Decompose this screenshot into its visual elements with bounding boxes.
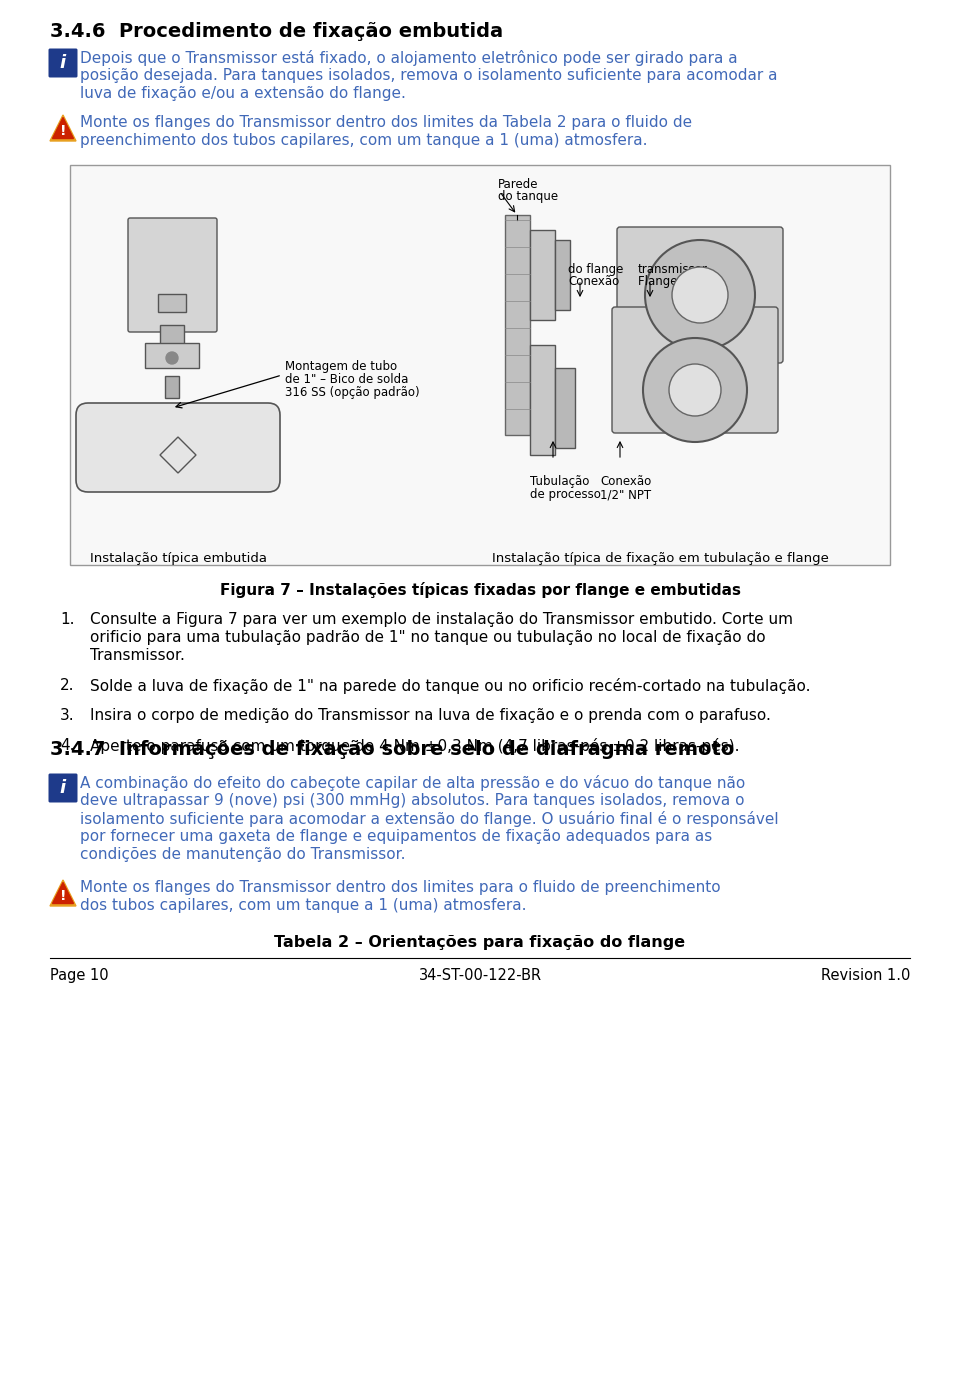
Text: Figura 7 – Instalações típicas fixadas por flange e embutidas: Figura 7 – Instalações típicas fixadas p… <box>220 581 740 598</box>
Text: 1.: 1. <box>60 612 75 627</box>
Text: Instalação típica embutida: Instalação típica embutida <box>89 552 267 565</box>
FancyBboxPatch shape <box>555 240 570 309</box>
Text: Montagem de tubo: Montagem de tubo <box>285 360 397 373</box>
Text: !: ! <box>60 124 66 138</box>
Text: transmissor: transmissor <box>638 262 708 276</box>
Text: i: i <box>60 779 66 797</box>
Text: posição desejada. Para tanques isolados, remova o isolamento suficiente para aco: posição desejada. Para tanques isolados,… <box>80 68 778 83</box>
Text: Monte os flanges do Transmissor dentro dos limites para o fluido de preenchiment: Monte os flanges do Transmissor dentro d… <box>80 880 721 895</box>
FancyBboxPatch shape <box>612 307 778 434</box>
Circle shape <box>643 338 747 442</box>
FancyBboxPatch shape <box>128 218 217 331</box>
Text: 3.4.7  Informações de fixação sobre selo de diafragma remoto: 3.4.7 Informações de fixação sobre selo … <box>50 740 734 760</box>
Text: Conexão: Conexão <box>568 275 619 289</box>
Text: Insira o corpo de medição do Transmissor na luva de fixação e o prenda com o par: Insira o corpo de medição do Transmissor… <box>90 708 771 724</box>
Text: Conexão: Conexão <box>600 475 651 487</box>
Polygon shape <box>53 882 74 903</box>
Text: Solde a luva de fixação de 1" na parede do tanque ou no orificio recém-cortado n: Solde a luva de fixação de 1" na parede … <box>90 678 810 695</box>
Text: Page 10: Page 10 <box>50 968 108 983</box>
Text: !: ! <box>60 888 66 903</box>
Text: 3.4.6  Procedimento de fixação embutida: 3.4.6 Procedimento de fixação embutida <box>50 22 503 41</box>
Text: i: i <box>60 54 66 72</box>
FancyBboxPatch shape <box>145 342 199 367</box>
Text: Parede: Parede <box>498 178 539 191</box>
Circle shape <box>672 267 728 323</box>
FancyBboxPatch shape <box>530 231 555 320</box>
Text: por fornecer uma gaxeta de flange e equipamentos de fixação adequados para as: por fornecer uma gaxeta de flange e equi… <box>80 829 712 844</box>
FancyBboxPatch shape <box>617 226 783 363</box>
Text: do flange: do flange <box>568 262 623 276</box>
Text: preenchimento dos tubos capilares, com um tanque a 1 (uma) atmosfera.: preenchimento dos tubos capilares, com u… <box>80 133 647 148</box>
Polygon shape <box>53 117 74 138</box>
Text: Monte os flanges do Transmissor dentro dos limites da Tabela 2 para o fluido de: Monte os flanges do Transmissor dentro d… <box>80 115 692 130</box>
Text: 2.: 2. <box>60 678 75 693</box>
Polygon shape <box>160 436 196 474</box>
Circle shape <box>669 365 721 416</box>
Polygon shape <box>50 115 76 141</box>
Polygon shape <box>50 880 76 906</box>
Text: do tanque: do tanque <box>498 191 558 203</box>
Circle shape <box>166 352 178 365</box>
Text: Consulte a Figura 7 para ver um exemplo de instalação do Transmissor embutido. C: Consulte a Figura 7 para ver um exemplo … <box>90 612 793 627</box>
FancyBboxPatch shape <box>160 325 184 345</box>
Text: Instalação típica de fixação em tubulação e flange: Instalação típica de fixação em tubulaçã… <box>492 552 828 565</box>
Text: Depois que o Transmissor está fixado, o alojamento eletrônico pode ser girado pa: Depois que o Transmissor está fixado, o … <box>80 50 737 66</box>
Text: de processo: de processo <box>530 487 601 501</box>
Text: 1/2" NPT: 1/2" NPT <box>600 487 651 501</box>
Text: Flange do: Flange do <box>638 275 696 289</box>
Text: Tabela 2 – Orientações para fixação do flange: Tabela 2 – Orientações para fixação do f… <box>275 935 685 950</box>
FancyBboxPatch shape <box>49 48 78 77</box>
Text: Tubulação: Tubulação <box>530 475 589 487</box>
FancyBboxPatch shape <box>530 345 555 454</box>
Text: isolamento suficiente para acomodar a extensão do flange. O usuário final é o re: isolamento suficiente para acomodar a ex… <box>80 811 779 827</box>
FancyBboxPatch shape <box>505 215 530 435</box>
FancyBboxPatch shape <box>158 294 186 312</box>
Text: 34-ST-00-122-BR: 34-ST-00-122-BR <box>419 968 541 983</box>
Circle shape <box>645 240 755 349</box>
Text: Transmissor.: Transmissor. <box>90 648 185 663</box>
FancyBboxPatch shape <box>49 773 78 802</box>
Text: deve ultrapassar 9 (nove) psi (300 mmHg) absolutos. Para tanques isolados, remov: deve ultrapassar 9 (nove) psi (300 mmHg)… <box>80 793 745 808</box>
FancyBboxPatch shape <box>76 403 280 492</box>
FancyBboxPatch shape <box>165 376 179 398</box>
Text: de 1" – Bico de solda: de 1" – Bico de solda <box>285 373 408 387</box>
FancyBboxPatch shape <box>70 164 890 565</box>
Text: Aperte o parafuso com um torque de 4 Nm ±0,3 Nm (4,7 libras-pés ±0,2 libras-pés): Aperte o parafuso com um torque de 4 Nm … <box>90 737 739 754</box>
Text: Revision 1.0: Revision 1.0 <box>821 968 910 983</box>
Text: luva de fixação e/ou a extensão do flange.: luva de fixação e/ou a extensão do flang… <box>80 86 406 101</box>
Text: orificio para uma tubulação padrão de 1" no tanque ou tubulação no local de fixa: orificio para uma tubulação padrão de 1"… <box>90 630 766 645</box>
Text: 4.: 4. <box>60 737 75 753</box>
Text: 316 SS (opção padrão): 316 SS (opção padrão) <box>285 387 420 399</box>
Text: dos tubos capilares, com um tanque a 1 (uma) atmosfera.: dos tubos capilares, com um tanque a 1 (… <box>80 898 526 913</box>
Text: condições de manutenção do Transmissor.: condições de manutenção do Transmissor. <box>80 847 405 862</box>
FancyBboxPatch shape <box>555 367 575 447</box>
Text: A combinação do efeito do cabeçote capilar de alta pressão e do vácuo do tanque : A combinação do efeito do cabeçote capil… <box>80 775 745 791</box>
Text: 3.: 3. <box>60 708 75 724</box>
